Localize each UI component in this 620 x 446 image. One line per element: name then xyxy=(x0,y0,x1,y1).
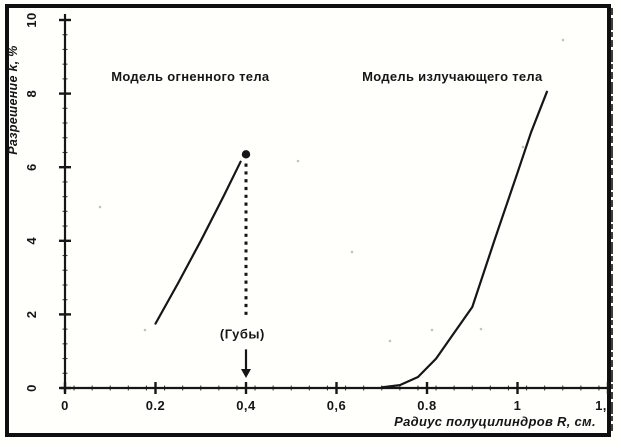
y-tick-label: 2 xyxy=(24,311,39,319)
noise-speck xyxy=(388,339,392,343)
x-tick-label: 1 xyxy=(514,398,522,413)
x-tick-label: 0 xyxy=(61,398,69,413)
series-end-dot xyxy=(241,150,251,159)
lips-annotation-label: (Губы) xyxy=(220,327,265,342)
noise-speck xyxy=(479,327,483,331)
fire-model-curve xyxy=(154,150,251,325)
noise-speck xyxy=(521,145,525,149)
x-axis: 0 0.2 0,4 0,6 0.8 1 1, xyxy=(61,382,610,413)
y-axis: 0 2 4 6 8 10 xyxy=(24,12,71,392)
y-tick-label: 0 xyxy=(24,384,39,392)
x-tick-label: 0,4 xyxy=(236,398,256,413)
y-axis-title: Разрешение k, % xyxy=(6,45,20,154)
noise-speck xyxy=(143,328,147,332)
y-tick-label: 10 xyxy=(24,12,39,27)
y-tick-label: 6 xyxy=(24,163,39,171)
x-tick-label: 1, xyxy=(595,398,607,413)
x-axis-title: Радиус полуцилиндров R, см. xyxy=(394,414,596,429)
noise-speck xyxy=(296,159,300,163)
series-path xyxy=(154,160,242,325)
radiant-model-label: Модель излучающего тела xyxy=(362,69,543,84)
noise-speck xyxy=(430,328,434,332)
noise-speck xyxy=(561,38,565,42)
y-tick-label: 8 xyxy=(24,90,39,98)
noise-speck xyxy=(98,205,102,209)
fire-model-label: Модель огненного тела xyxy=(111,69,270,84)
radiant-model-curve xyxy=(380,90,548,389)
lips-annotation xyxy=(241,163,251,378)
frame-border xyxy=(5,4,611,437)
scan-noise-specks xyxy=(98,38,565,343)
x-tick-label: 0,6 xyxy=(327,398,347,413)
x-tick-label: 0.8 xyxy=(417,398,437,413)
noise-speck xyxy=(350,250,354,254)
x-tick-label: 0.2 xyxy=(146,398,166,413)
series-path xyxy=(380,90,548,389)
chart-frame xyxy=(5,4,613,437)
y-tick-label: 4 xyxy=(24,237,39,245)
lips-arrowhead xyxy=(241,368,251,378)
